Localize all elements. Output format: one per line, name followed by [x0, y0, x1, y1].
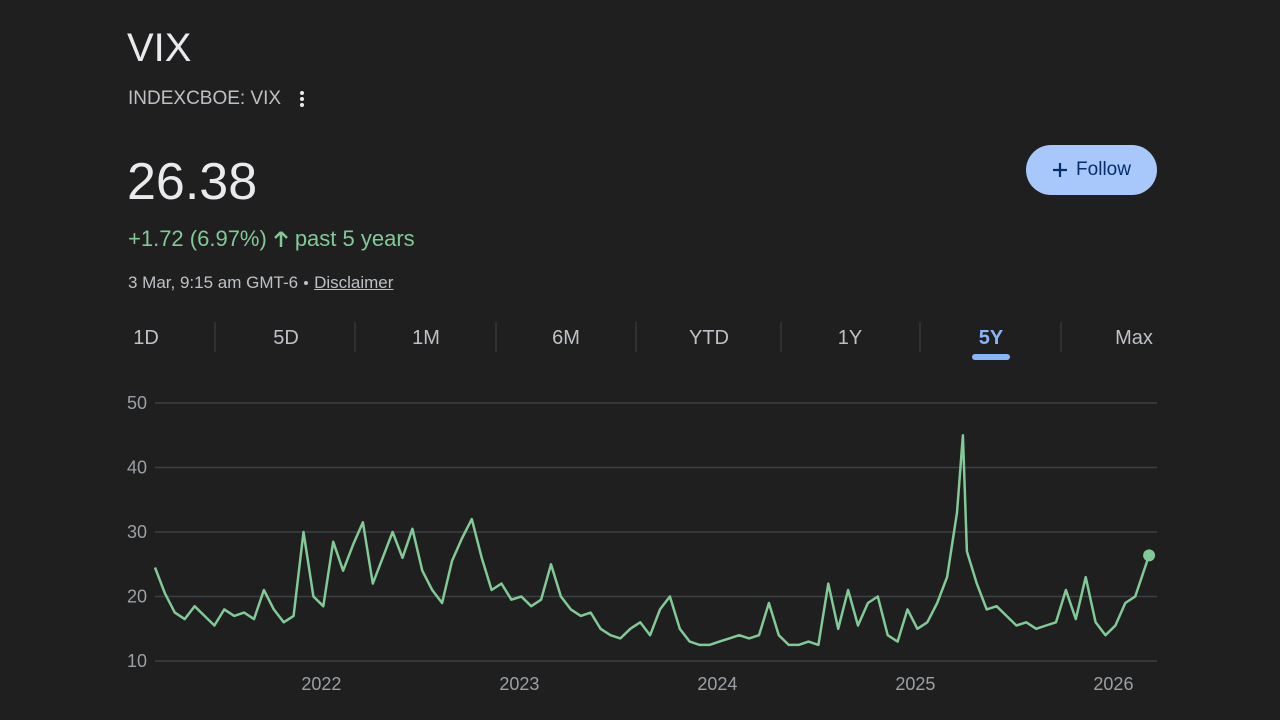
x-tick-label: 2023 — [499, 674, 539, 694]
menu-icon[interactable] — [299, 90, 305, 108]
change: +1.72 (6.97%) past 5 years — [128, 226, 415, 252]
range-tab[interactable]: 1D — [133, 327, 159, 349]
range-tab[interactable]: 5D — [273, 327, 299, 349]
x-tick-label: 2025 — [895, 674, 935, 694]
last-point — [1143, 549, 1156, 562]
disclaimer-link[interactable]: Disclaimer — [314, 273, 394, 292]
title: VIX — [127, 26, 192, 70]
range-tab[interactable]: YTD — [689, 327, 729, 349]
range-tab[interactable]: Max — [1115, 327, 1153, 349]
plus-icon — [1053, 163, 1068, 177]
y-tick-label: 40 — [127, 458, 147, 478]
timestamp: 3 Mar, 9:15 am GMT-6 — [128, 273, 299, 292]
meta: 3 Mar, 9:15 am GMT-6 Disclaimer — [128, 273, 393, 293]
x-tick-label: 2024 — [697, 674, 737, 694]
range-tab[interactable]: 5Y — [979, 327, 1004, 349]
x-tick-label: 2022 — [301, 674, 341, 694]
change-value: +1.72 (6.97%) — [128, 226, 267, 251]
price-line — [153, 434, 1151, 647]
y-tick-label: 20 — [127, 587, 147, 607]
exchange-label: INDEXCBOE: VIX — [128, 88, 282, 109]
y-tick-label: 10 — [127, 651, 147, 671]
active-tab-indicator — [972, 354, 1010, 360]
follow-button[interactable]: Follow — [1026, 145, 1157, 195]
range-tab[interactable]: 1Y — [838, 327, 862, 349]
range-tab[interactable]: 6M — [552, 327, 580, 349]
y-tick-label: 30 — [127, 522, 147, 542]
exchange: INDEXCBOE: VIX — [128, 88, 305, 110]
up-arrow — [273, 231, 288, 247]
change-period: past 5 years — [294, 226, 415, 251]
follow-label: Follow — [1076, 159, 1131, 180]
range-tab[interactable]: 1M — [412, 327, 440, 349]
price: 26.38 — [127, 153, 258, 211]
y-tick-label: 50 — [127, 393, 147, 413]
separator — [304, 281, 309, 285]
x-tick-label: 2026 — [1093, 674, 1133, 694]
